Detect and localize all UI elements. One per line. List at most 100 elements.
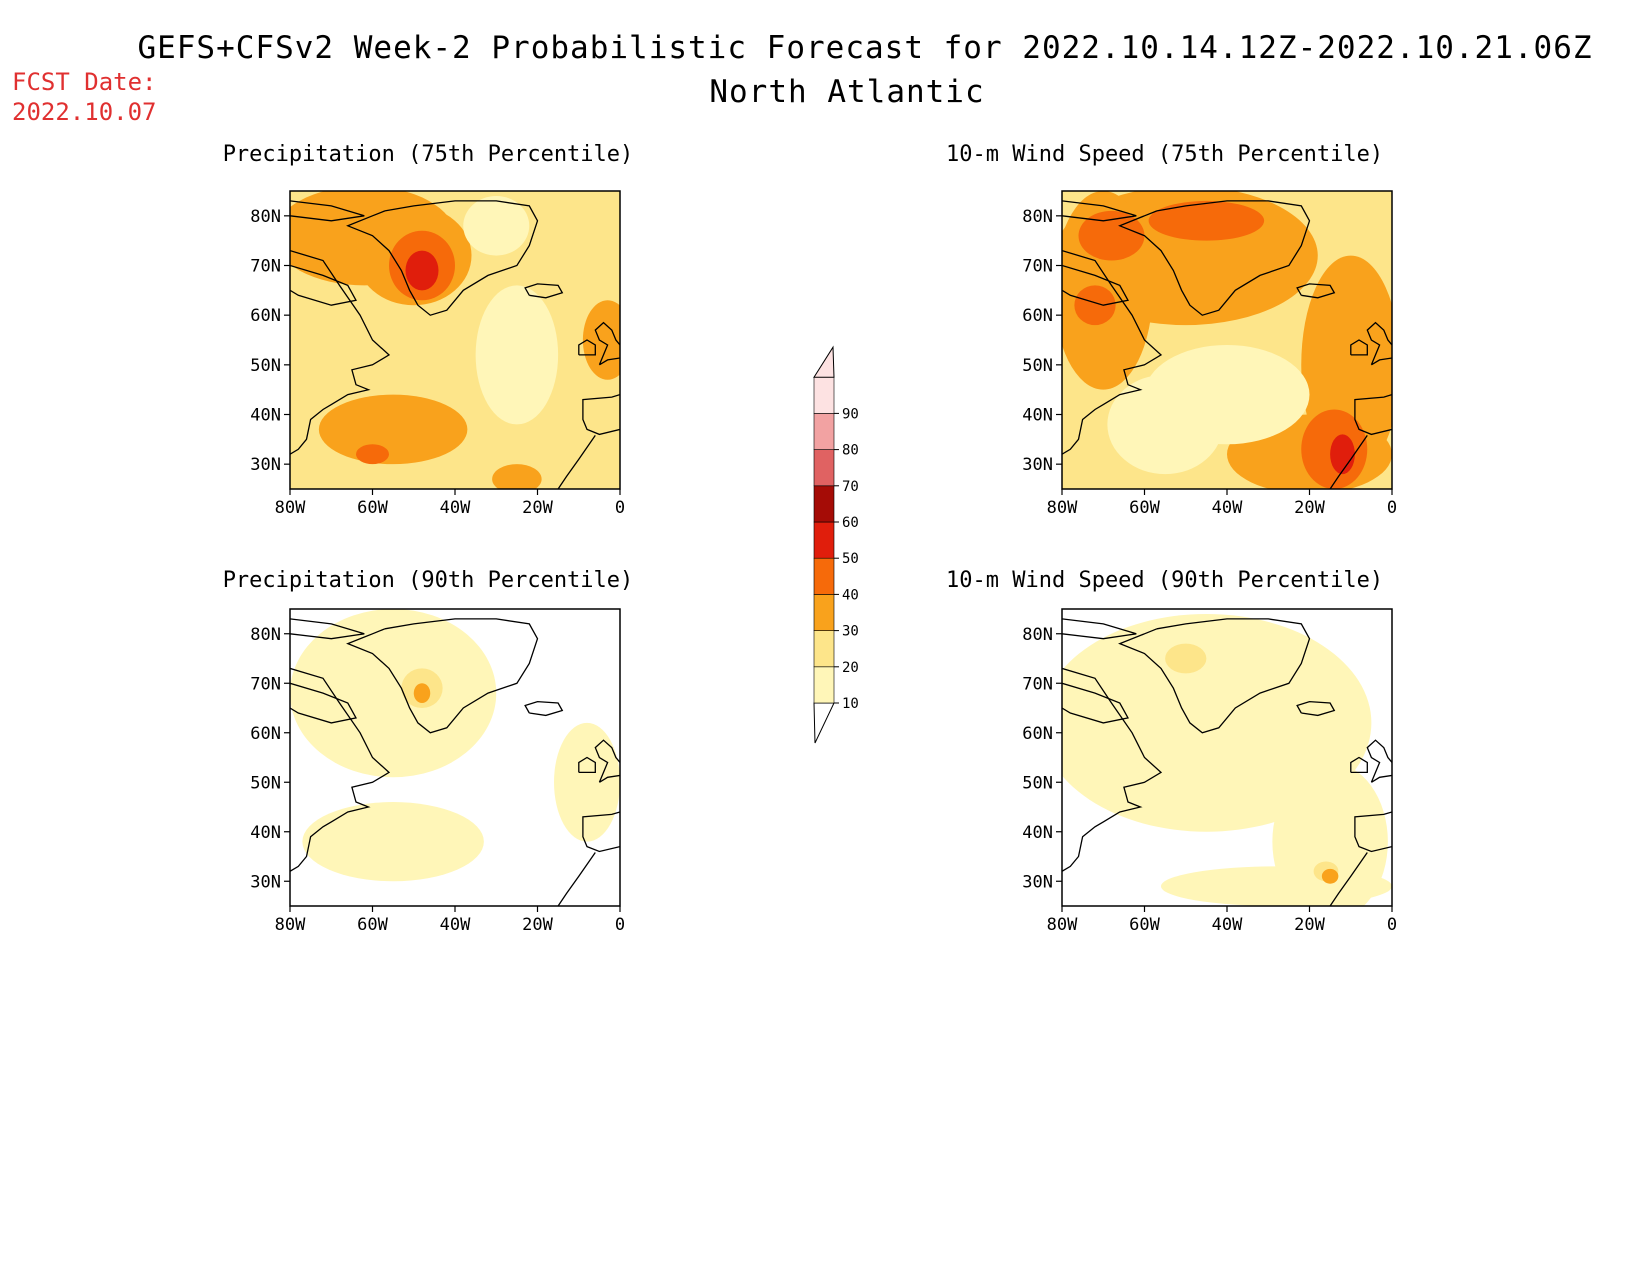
probability-contour xyxy=(302,802,484,882)
coastline-islands xyxy=(1062,618,1137,640)
lat-tick-label: 50N xyxy=(1022,773,1053,793)
lat-tick-label: 70N xyxy=(250,674,281,694)
lat-tick-label: 60N xyxy=(1022,306,1053,326)
probability-contour xyxy=(356,444,389,465)
colorbar-label: 70 xyxy=(842,479,859,495)
coastline-iberia xyxy=(1354,393,1392,436)
coastline-iceland xyxy=(1296,283,1336,299)
probability-contour xyxy=(1165,643,1207,674)
colorbar-label: 40 xyxy=(842,587,859,603)
page-title: GEFS+CFSv2 Week-2 Probabilistic Forecast… xyxy=(137,30,1593,66)
lat-tick-label: 50N xyxy=(250,773,281,793)
lon-tick-label: 80W xyxy=(1047,915,1078,935)
coastline-africa xyxy=(1329,435,1368,489)
coastline-labrador xyxy=(290,667,391,872)
lat-tick-label: 50N xyxy=(1022,356,1053,376)
coastline-ireland xyxy=(578,756,596,774)
colorbar-swatch xyxy=(813,376,835,414)
coastline-baffin xyxy=(1062,264,1129,306)
coastline-iberia xyxy=(582,393,620,436)
lon-tick-label: 80W xyxy=(275,498,306,518)
coastline-ireland xyxy=(578,339,596,356)
forecast-date-label: FCST Date: xyxy=(12,68,157,96)
coastline-africa xyxy=(557,435,596,489)
lon-tick-label: 0 xyxy=(1387,915,1397,935)
coastline-britain xyxy=(1366,739,1392,783)
lat-tick-label: 30N xyxy=(250,872,281,892)
lat-tick-label: 80N xyxy=(1022,207,1053,227)
map-panel-wind-75: 80N 70N 60N 50N 40N 30N 80W 60W 40W 20W 0 xyxy=(1022,190,1397,518)
coastline-iberia xyxy=(582,811,620,853)
lon-tick-label: 40W xyxy=(440,498,471,518)
lat-tick-label: 30N xyxy=(1022,455,1053,475)
lon-tick-label: 0 xyxy=(615,915,625,935)
lat-tick-label: 40N xyxy=(250,823,281,843)
lon-tick-label: 60W xyxy=(1129,915,1160,935)
lat-tick-label: 70N xyxy=(1022,257,1053,277)
lon-tick-label: 20W xyxy=(522,915,553,935)
colorbar-swatch xyxy=(813,666,835,704)
probability-contour xyxy=(492,464,542,489)
lon-tick-label: 80W xyxy=(1047,498,1078,518)
panel-title-precip-90: Precipitation (90th Percentile) xyxy=(222,568,634,593)
colorbar-swatch xyxy=(813,521,835,559)
lat-tick-label: 50N xyxy=(250,356,281,376)
coastline-britain xyxy=(594,321,620,366)
colorbar-label: 90 xyxy=(842,406,859,422)
coastline-iceland xyxy=(524,700,564,717)
coastline-greenland xyxy=(1118,200,1311,316)
coastline-britain xyxy=(594,739,620,783)
coastline-iceland xyxy=(1296,700,1336,717)
lat-tick-label: 40N xyxy=(1022,406,1053,426)
coastline-ireland xyxy=(1350,756,1368,774)
probability-contour xyxy=(1148,200,1265,241)
probability-contour xyxy=(463,195,530,256)
lon-tick-label: 40W xyxy=(440,915,471,935)
lat-tick-label: 40N xyxy=(250,406,281,426)
probability-contour xyxy=(413,683,431,704)
probability-contour xyxy=(475,285,559,425)
map-panel-wind-90: 80N 70N 60N 50N 40N 30N 80W 60W 40W 20W 0 xyxy=(1022,608,1397,935)
probability-contour xyxy=(1062,613,1372,832)
coastline-africa xyxy=(557,852,596,906)
coastline-greenland xyxy=(1118,618,1311,734)
map-panel-precip-75: 80N 70N 60N 50N 40N 30N 80W 60W 40W 20W 0 xyxy=(250,190,625,518)
colorbar-label: 10 xyxy=(842,696,859,712)
lon-tick-label: 0 xyxy=(615,498,625,518)
colorbar-extend-high xyxy=(813,345,835,378)
lat-tick-label: 70N xyxy=(250,257,281,277)
forecast-date-value: 2022.10.07 xyxy=(12,98,157,126)
lat-tick-label: 60N xyxy=(250,306,281,326)
lon-tick-label: 40W xyxy=(1212,915,1243,935)
probability-contour xyxy=(554,722,620,842)
lat-tick-label: 80N xyxy=(1022,625,1053,645)
lat-tick-label: 30N xyxy=(250,455,281,475)
lat-tick-label: 30N xyxy=(1022,872,1053,892)
probability-contour xyxy=(1321,868,1339,884)
panel-title-precip-75: Precipitation (75th Percentile) xyxy=(222,142,634,167)
colorbar-label: 60 xyxy=(842,515,859,531)
lat-tick-label: 80N xyxy=(250,625,281,645)
coastline-iberia xyxy=(1354,811,1392,853)
coastline-ireland xyxy=(1350,339,1368,356)
probability-contour xyxy=(1078,210,1145,261)
coastline-baffin xyxy=(290,682,357,724)
lon-tick-label: 20W xyxy=(1294,498,1325,518)
coastline-labrador xyxy=(290,249,391,455)
lat-tick-label: 60N xyxy=(250,724,281,744)
coastline-iceland xyxy=(524,283,564,299)
colorbar-swatch xyxy=(813,557,835,595)
coastline-greenland xyxy=(346,618,539,734)
lat-tick-label: 80N xyxy=(250,207,281,227)
colorbar-label: 80 xyxy=(842,443,859,459)
region-subtitle: North Atlantic xyxy=(709,74,985,110)
lon-tick-label: 60W xyxy=(1129,498,1160,518)
lat-tick-label: 70N xyxy=(1022,674,1053,694)
coastline-baffin xyxy=(1062,682,1129,724)
lon-tick-label: 80W xyxy=(275,915,306,935)
probability-contour xyxy=(1161,866,1392,906)
lon-tick-label: 60W xyxy=(357,915,388,935)
coastline-labrador xyxy=(1062,667,1163,872)
